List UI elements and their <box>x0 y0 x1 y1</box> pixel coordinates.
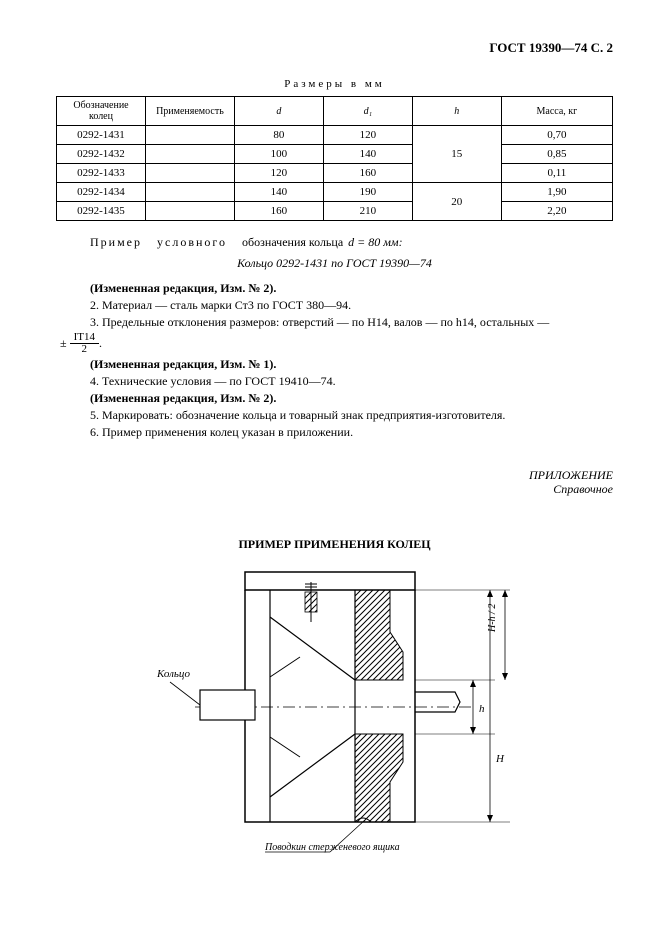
label-ring: Кольцо <box>156 668 191 680</box>
dimensions-table: Обозначение колец Применяемость d d₁ h М… <box>56 96 613 221</box>
dim-hh: H-h / 2 <box>487 603 498 632</box>
table-row: 0292-1432 100 140 0,85 <box>57 145 613 164</box>
table-row: 0292-1435 160 210 2,20 <box>57 202 613 221</box>
table-row: 0292-1433 120 160 0,11 <box>57 164 613 183</box>
example-designation: Кольцо 0292-1431 по ГОСТ 19390—74 <box>56 256 613 271</box>
col-h: h <box>412 97 501 126</box>
page-header: ГОСТ 19390—74 С. 2 <box>56 40 613 56</box>
col-d: d <box>234 97 323 126</box>
label-bottom: Поводкин стерженевого ящика <box>264 842 400 853</box>
dim-H: H <box>495 753 505 765</box>
table-header-row: Обозначение колец Применяемость d d₁ h М… <box>57 97 613 126</box>
table-row: 0292-1431 80 120 15 0,70 <box>57 126 613 145</box>
table-caption: Размеры в мм <box>56 78 613 90</box>
col-code: Обозначение колец <box>57 97 146 126</box>
tolerance-fraction: ± IT14 2 . <box>60 332 613 355</box>
col-d1: d₁ <box>323 97 412 126</box>
notes-block: (Измененная редакция, Изм. № 2). 2. Мате… <box>56 281 613 440</box>
dim-h: h <box>479 703 485 715</box>
col-use: Применяемость <box>145 97 234 126</box>
figure-title: ПРИМЕР ПРИМЕНЕНИЯ КОЛЕЦ <box>56 537 613 552</box>
ring-application-figure: Кольцо h H H-h / 2 Поводкин <box>155 562 515 862</box>
appendix-label: ПРИЛОЖЕНИЕ Справочное <box>56 468 613 497</box>
example-intro: Пример условного обозначения кольца d = … <box>56 235 613 250</box>
table-row: 0292-1434 140 190 20 1,90 <box>57 183 613 202</box>
col-mass: Масса, кг <box>501 97 612 126</box>
